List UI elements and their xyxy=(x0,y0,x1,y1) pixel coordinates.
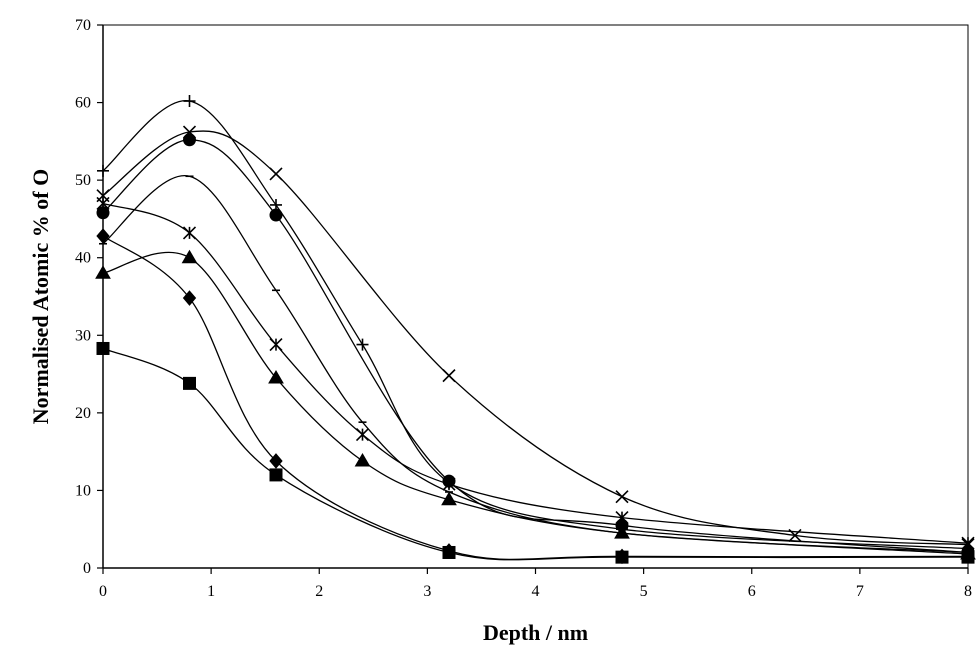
x-tick-label: 6 xyxy=(748,583,756,600)
data-point-star xyxy=(269,338,283,352)
data-point-square xyxy=(269,468,283,482)
series-line-circle xyxy=(102,139,969,554)
data-point-diamond xyxy=(96,228,110,244)
data-point-triangle xyxy=(614,525,630,539)
series-line-x xyxy=(102,130,969,546)
x-tick-label: 4 xyxy=(532,583,540,600)
series-circle xyxy=(96,133,975,559)
data-point-square xyxy=(442,545,456,559)
data-point-circle xyxy=(183,133,196,147)
x-tick-label: 8 xyxy=(964,583,972,600)
x-tick-label: 0 xyxy=(99,583,107,600)
data-point-plus xyxy=(183,95,196,108)
data-point-triangle xyxy=(441,491,457,506)
data-point-diamond xyxy=(182,290,197,306)
y-tick-label: 20 xyxy=(75,405,91,422)
y-tick-label: 40 xyxy=(75,250,91,267)
series-line-triangle xyxy=(102,251,969,555)
data-point-square xyxy=(96,341,110,355)
y-tick-label: 10 xyxy=(75,482,91,499)
y-tick-label: 60 xyxy=(75,95,91,112)
y-tick-label: 30 xyxy=(75,327,91,344)
data-point-square xyxy=(183,376,196,390)
data-point-triangle xyxy=(354,452,371,467)
y-tick-label: 50 xyxy=(75,172,91,189)
data-point-circle xyxy=(269,208,283,222)
x-tick-label: 5 xyxy=(640,583,648,600)
series-triangle xyxy=(95,249,976,560)
data-point-star xyxy=(355,428,370,442)
x-tick-label: 3 xyxy=(423,583,431,600)
data-point-x xyxy=(615,490,629,504)
series-group xyxy=(95,95,976,565)
series-line-square xyxy=(102,347,969,561)
data-point-square xyxy=(615,550,629,564)
plot-area-frame xyxy=(102,24,969,569)
data-point-square xyxy=(961,550,975,564)
data-point-plus xyxy=(356,338,369,351)
x-tick-label: 2 xyxy=(315,583,323,600)
chart-axes xyxy=(102,24,969,569)
data-point-x xyxy=(442,369,456,383)
y-tick-label: 0 xyxy=(83,560,91,577)
series-line-star xyxy=(102,202,969,544)
series-square xyxy=(96,341,975,564)
data-point-diamond xyxy=(269,453,283,469)
series-dash xyxy=(99,175,972,554)
x-tick-label: 7 xyxy=(856,583,864,600)
data-point-star xyxy=(182,226,197,240)
data-point-x xyxy=(269,167,283,181)
axis-ticks: 0 10 20 30 40 50 60 70 0 1 2 3 4 5 6 7 8 xyxy=(75,17,972,600)
data-point-triangle xyxy=(268,369,284,384)
x-axis-title: Depth / nm xyxy=(483,620,588,645)
series-line-plus xyxy=(102,100,969,550)
data-point-star xyxy=(615,511,629,525)
data-point-star xyxy=(96,196,110,210)
data-point-triangle xyxy=(181,249,198,264)
data-point-star xyxy=(442,477,456,491)
series-star xyxy=(96,196,975,550)
series-x xyxy=(96,125,975,552)
data-point-triangle xyxy=(95,265,111,279)
data-point-plus xyxy=(97,164,109,177)
series-line-dash xyxy=(102,175,969,554)
y-axis-title: Normalised Atomic % of O xyxy=(28,169,53,424)
series-plus xyxy=(97,95,974,555)
x-tick-label: 1 xyxy=(207,583,215,600)
y-tick-label: 70 xyxy=(75,17,91,34)
